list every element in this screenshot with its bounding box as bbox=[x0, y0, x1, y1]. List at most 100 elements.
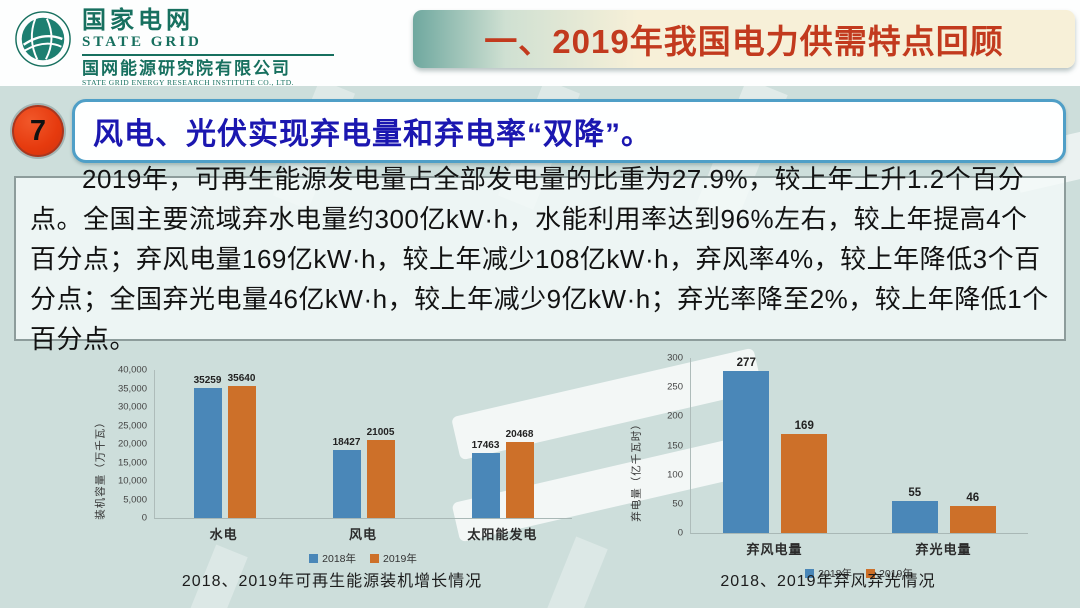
bar-2019年-水电 bbox=[227, 386, 256, 518]
y-tick-label: 10,000 bbox=[117, 475, 147, 487]
bar-2018年-太阳能发电 bbox=[471, 453, 500, 518]
y-tick-label: 0 bbox=[141, 512, 147, 524]
bar-wrap: 35640 bbox=[227, 370, 256, 518]
y-axis-title: 装机容量（万千瓦） bbox=[92, 370, 108, 566]
y-tick-label: 40,000 bbox=[117, 364, 147, 376]
y-tick-label: 50 bbox=[672, 498, 683, 510]
y-tick-label: 0 bbox=[677, 527, 683, 539]
y-tick-label: 200 bbox=[667, 410, 683, 422]
bar-value-label: 17463 bbox=[471, 440, 500, 452]
legend-item: 2019年 bbox=[370, 551, 417, 566]
y-tick-label: 250 bbox=[667, 381, 683, 393]
institute-name-cn: 国网能源研究院有限公司 bbox=[82, 59, 291, 78]
logo-divider bbox=[82, 54, 334, 56]
bar-value-label: 35640 bbox=[227, 373, 256, 385]
y-tick-label: 25,000 bbox=[117, 420, 147, 431]
section-title: 风电、光伏实现弃电量和弃电率“双降”。 bbox=[93, 118, 652, 151]
institute-name-en: STATE GRID ENERGY RESEARCH INSTITUTE CO.… bbox=[82, 78, 295, 87]
x-axis-category-label: 弃风电量 bbox=[746, 542, 803, 557]
bar-wrap: 55 bbox=[891, 358, 938, 533]
section-title-box: 风电、光伏实现弃电量和弃电率“双降”。 bbox=[72, 99, 1066, 163]
bar-wrap: 46 bbox=[949, 358, 996, 533]
y-axis-ticks: 40,000 35,000 30,000 25,000 20,000 15,000 10,0… bbox=[108, 365, 154, 524]
y-tick-label: 5,000 bbox=[123, 494, 147, 505]
globe-icon bbox=[15, 11, 71, 67]
x-axis-category-label: 风电 bbox=[348, 527, 377, 542]
bar-wrap: 169 bbox=[781, 358, 828, 533]
plot-column: 277 169 55 46 弃风电量 弃光电量 2018年 2019年 bbox=[690, 357, 1029, 581]
legend-item: 2018年 bbox=[309, 551, 356, 566]
legend-swatch bbox=[370, 554, 379, 563]
legend-swatch bbox=[309, 554, 319, 563]
logo-text: 国家电网 STATE GRID 国网能源研究院有限公司 STATE GRID E… bbox=[82, 6, 334, 87]
legend-item: 2019年 bbox=[866, 566, 913, 581]
legend: 2018年 2019年 bbox=[690, 566, 1028, 581]
legend-item: 2018年 bbox=[805, 566, 852, 581]
x-axis-labels: 弃风电量 弃光电量 bbox=[690, 539, 1028, 558]
x-axis-labels: 水电 风电 太阳能发电 bbox=[154, 524, 572, 543]
bar-group: 35259 35640 bbox=[155, 370, 294, 518]
banner-title: 一、2019年我国电力供需特点回顾 bbox=[484, 23, 1004, 60]
y-axis-title-text: 弃电量（亿千瓦时） bbox=[630, 417, 643, 522]
section-banner: 一、2019年我国电力供需特点回顾 bbox=[413, 10, 1075, 68]
legend-label: 2019年 bbox=[879, 568, 913, 580]
bar-wrap: 35259 bbox=[193, 370, 222, 518]
bar-value-label: 169 bbox=[794, 420, 814, 433]
legend-label: 2018年 bbox=[322, 553, 356, 565]
chart-plot-region: 弃电量（亿千瓦时） 300 250 200 150 100 50 0 277 169 55 46 … bbox=[628, 345, 1028, 581]
bar-2019年-弃风电量 bbox=[781, 434, 828, 533]
legend-label: 2019年 bbox=[383, 553, 417, 565]
bar-2019年-风电 bbox=[366, 440, 395, 518]
header-bar: 国家电网 STATE GRID 国网能源研究院有限公司 STATE GRID E… bbox=[0, 0, 1080, 87]
legend-swatch bbox=[805, 569, 815, 578]
brand-name-cn: 国家电网 bbox=[82, 7, 194, 34]
bar-value-label: 20468 bbox=[505, 429, 534, 441]
x-axis-category-label: 弃光电量 bbox=[915, 542, 972, 557]
x-axis-category-label: 太阳能发电 bbox=[467, 527, 538, 542]
legend-label: 2018年 bbox=[818, 568, 852, 580]
y-tick-label: 100 bbox=[667, 469, 683, 481]
bar-value-label: 277 bbox=[736, 357, 756, 370]
y-axis-ticks: 300 250 200 150 100 50 0 bbox=[644, 353, 690, 539]
section-number-badge: 7 bbox=[12, 105, 64, 157]
legend: 2018年 2019年 bbox=[154, 551, 572, 566]
bar-value-label: 46 bbox=[966, 492, 980, 505]
bar-2018年-弃光电量 bbox=[891, 500, 938, 533]
plot-area: 277 169 55 46 bbox=[690, 357, 1029, 534]
bar-wrap: 18427 bbox=[332, 370, 361, 518]
bar-group: 277 169 bbox=[691, 357, 860, 533]
bar-wrap: 277 bbox=[723, 357, 770, 533]
bar-2019年-太阳能发电 bbox=[505, 442, 534, 518]
bar-value-label: 18427 bbox=[332, 436, 361, 448]
state-grid-logo: 国家电网 STATE GRID 国网能源研究院有限公司 STATE GRID E… bbox=[14, 6, 334, 87]
bar-group: 18427 21005 bbox=[294, 370, 433, 518]
y-tick-label: 20,000 bbox=[117, 438, 147, 450]
bar-group: 55 46 bbox=[860, 358, 1029, 533]
bar-group: 17463 20468 bbox=[433, 370, 572, 518]
y-tick-label: 35,000 bbox=[117, 383, 147, 394]
chart-renewable-capacity: 装机容量（万千瓦） 40,000 35,000 30,000 25,000 20,000… bbox=[92, 345, 572, 590]
bar-wrap: 17463 bbox=[471, 370, 500, 518]
x-axis-category-label: 水电 bbox=[209, 527, 238, 542]
brand-name-en: STATE GRID bbox=[82, 34, 202, 50]
chart-curtailment: 弃电量（亿千瓦时） 300 250 200 150 100 50 0 277 169 55 46 … bbox=[628, 345, 1028, 590]
plot-column: 35259 35640 18427 21005 17463 20468 水电 风电 太阳能发电… bbox=[154, 370, 572, 566]
bar-2018年-水电 bbox=[193, 387, 222, 518]
y-tick-label: 150 bbox=[667, 440, 683, 451]
chart-caption: 2018、2019年可再生能源装机增长情况 bbox=[181, 573, 483, 590]
bar-wrap: 20468 bbox=[505, 370, 534, 518]
y-tick-label: 300 bbox=[667, 352, 683, 364]
bar-2018年-风电 bbox=[332, 449, 361, 518]
summary-text: 2019年，可再生能源发电量占全部发电量的比重为27.9%，较上年上升1.2个百… bbox=[30, 163, 1049, 354]
charts-area: 装机容量（万千瓦） 40,000 35,000 30,000 25,000 20,000… bbox=[0, 345, 1080, 600]
chart-caption: 2018、2019年弃风弃光情况 bbox=[720, 573, 936, 590]
y-axis-title-text: 装机容量（万千瓦） bbox=[94, 416, 107, 520]
section-header: 7 风电、光伏实现弃电量和弃电率“双降”。 bbox=[12, 99, 1066, 163]
bar-value-label: 35259 bbox=[193, 374, 222, 386]
bar-2018年-弃风电量 bbox=[723, 371, 770, 533]
legend-swatch bbox=[866, 569, 875, 578]
y-tick-label: 15,000 bbox=[117, 457, 147, 468]
bar-value-label: 21005 bbox=[366, 427, 395, 439]
bar-value-label: 55 bbox=[908, 486, 922, 499]
